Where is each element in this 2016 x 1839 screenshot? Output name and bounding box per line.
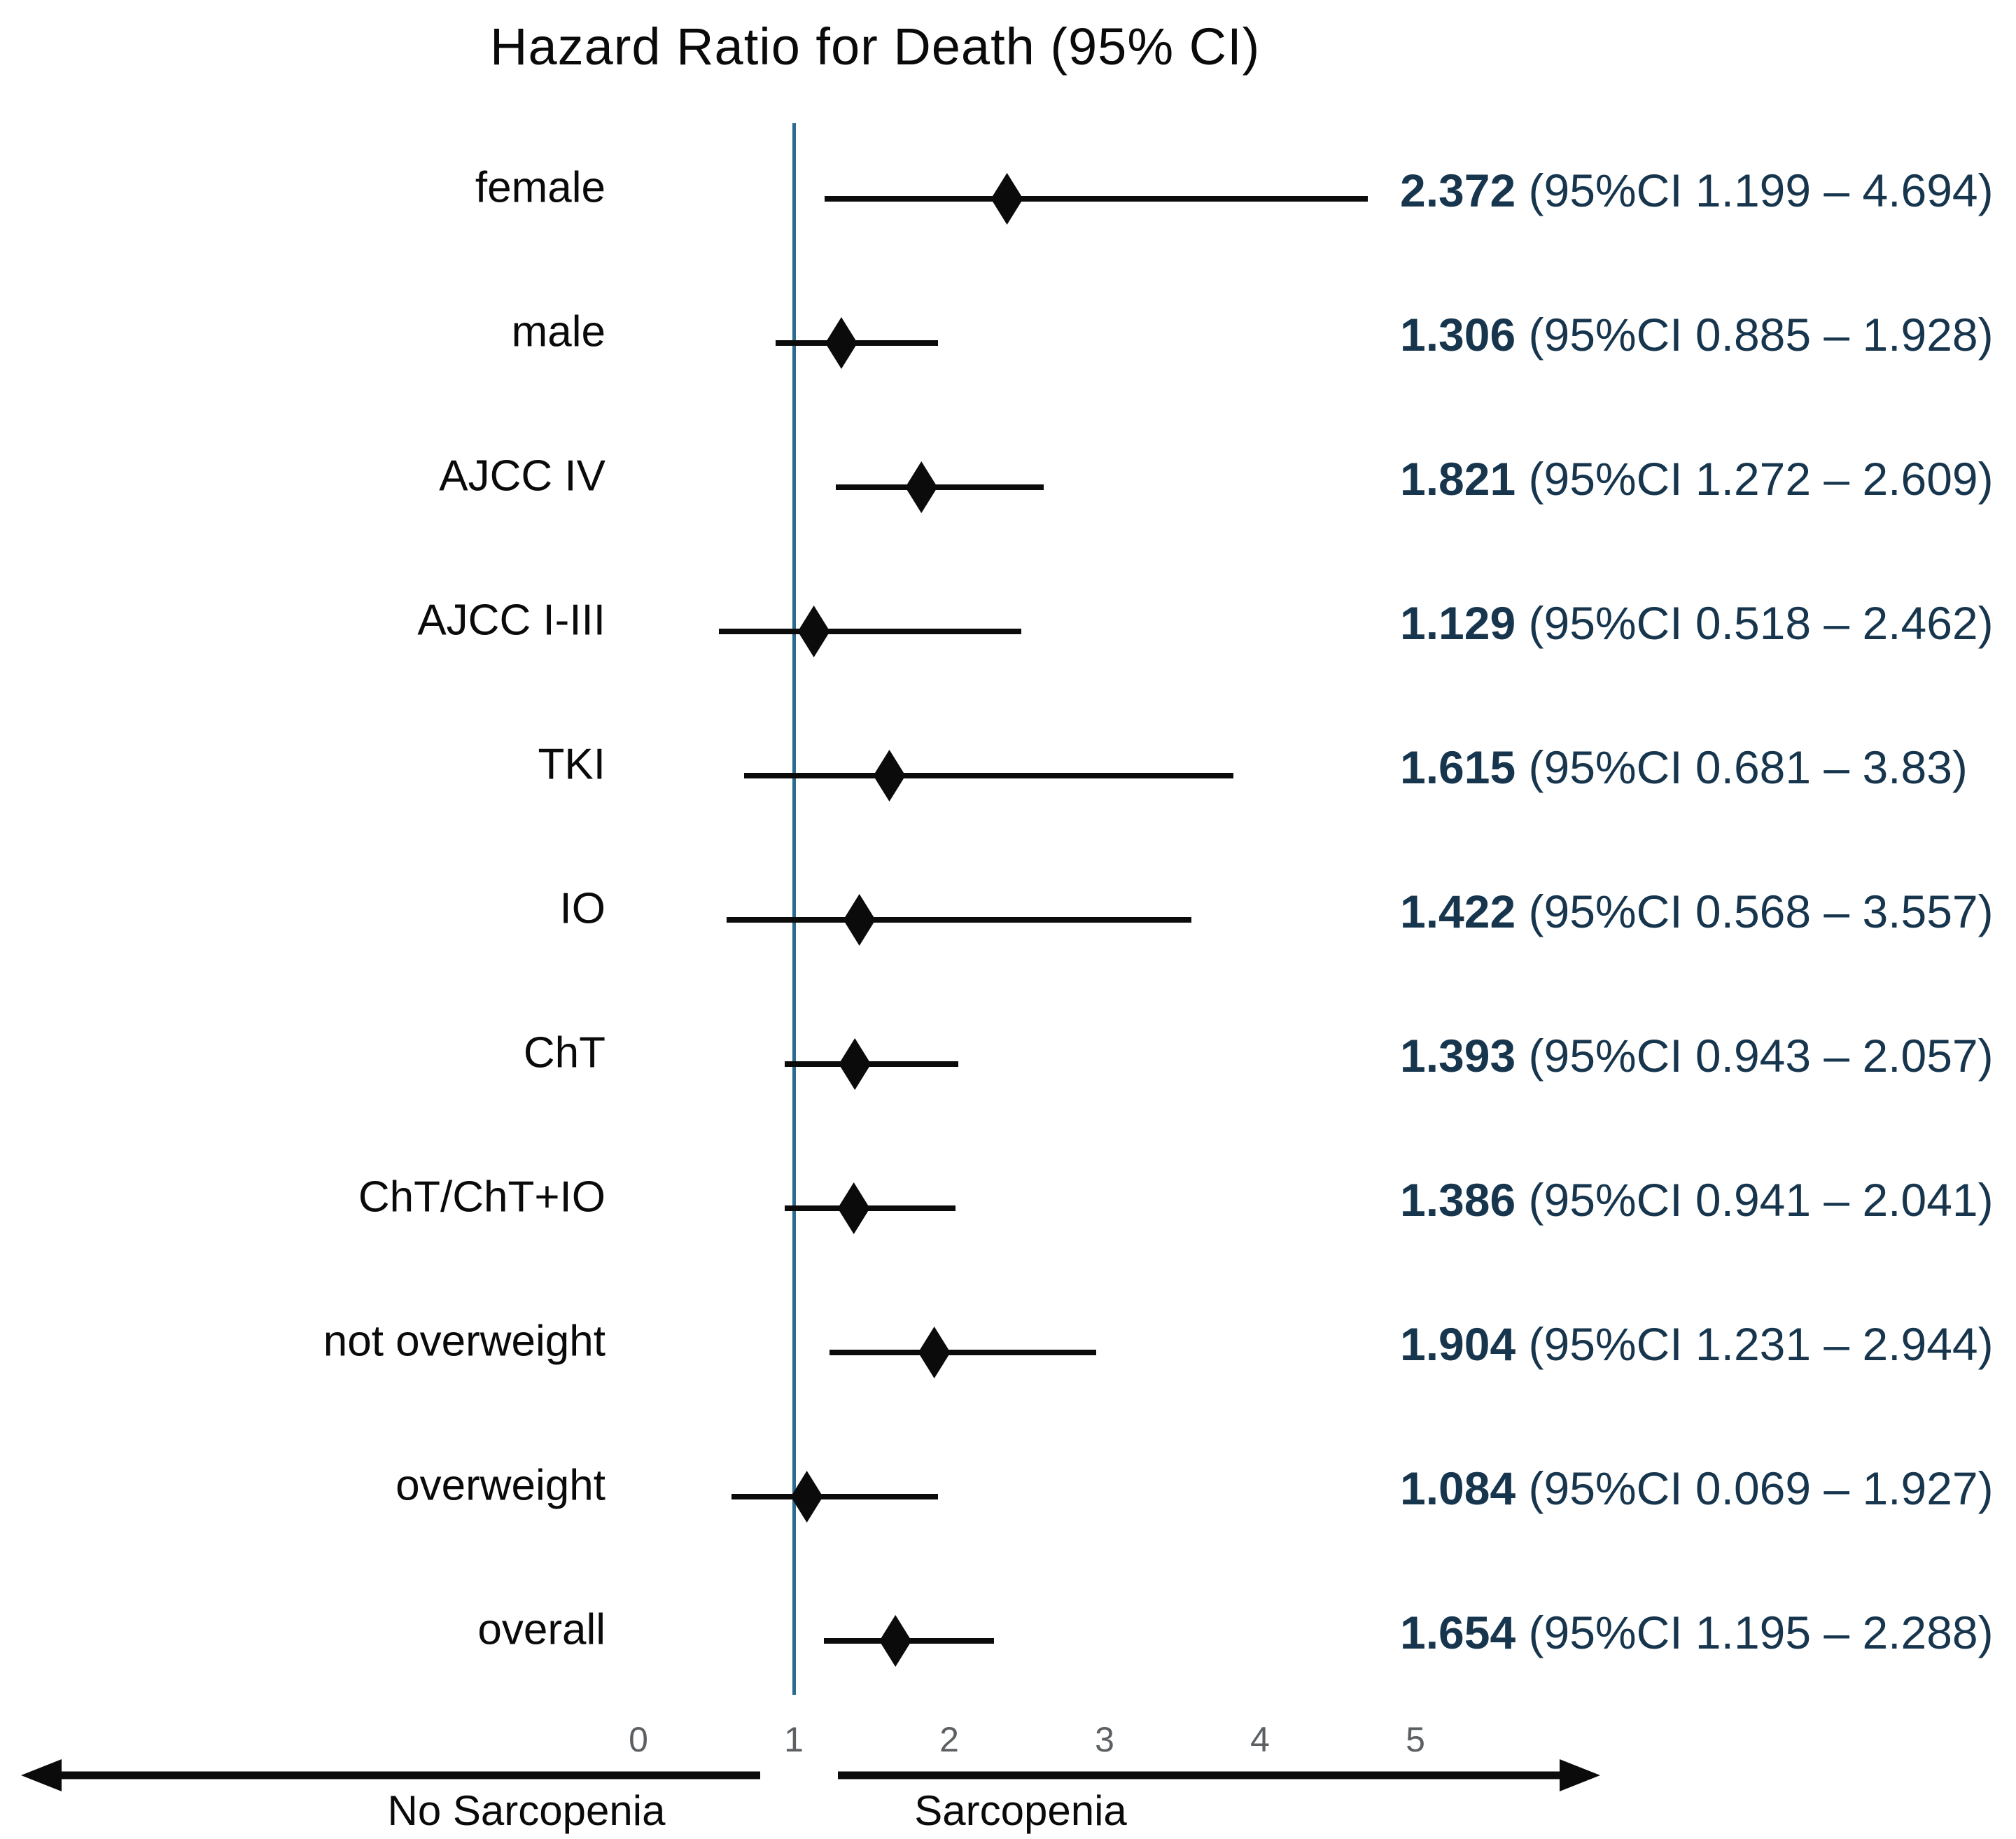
row-label-male: male [511,307,606,356]
hr-value-text: 1.904 (95%CI 1.231 – 2.944) [1400,1318,1994,1370]
ci-whisker [744,773,1234,778]
hr-value-text: 1.654 (95%CI 1.195 – 2.288) [1400,1607,1994,1658]
hr-value-text: 1.386 (95%CI 0.941 – 2.041) [1400,1174,1994,1226]
hr-value-text: 1.615 (95%CI 0.681 – 3.83) [1400,741,1968,793]
x-tick-2: 2 [939,1720,959,1759]
row-label-overall: overall [477,1605,606,1654]
hr-point-diamond [843,894,876,946]
ci-whisker [830,1350,1096,1355]
hr-point-diamond [873,750,906,802]
reference-line-hr1 [792,123,796,1695]
no-sarcopenia-arrow-head [21,1759,62,1791]
row-label-tki: TKI [538,740,606,789]
ci-whisker [785,1061,958,1067]
no-sarcopenia-arrow-shaft [56,1771,760,1779]
chart-title: Hazard Ratio for Death (95% CI) [490,18,1261,76]
row-label-female: female [475,163,606,212]
row-label-cht-cht-io: ChT/ChT+IO [358,1173,606,1222]
hr-point-diamond [837,1182,870,1234]
row-label-ajcc-i-iii: AJCC I-III [417,596,606,645]
hr-point-diamond [990,173,1023,225]
sarcopenia-arrow-head [1560,1759,1600,1791]
hr-point-diamond [839,1038,872,1090]
hr-point-diamond [797,606,830,657]
ci-whisker [718,629,1021,634]
hr-value-text: 1.821 (95%CI 1.272 – 2.609) [1400,453,1994,505]
x-tick-3: 3 [1095,1720,1114,1759]
hr-point-diamond [879,1615,912,1667]
axis-label-no-sarcopenia: No Sarcopenia [387,1787,666,1834]
x-tick-4: 4 [1250,1720,1270,1759]
x-tick-1: 1 [784,1720,804,1759]
hr-point-diamond [825,317,858,369]
axis-label-sarcopenia: Sarcopenia [914,1787,1127,1834]
hr-value-text: 1.306 (95%CI 0.885 – 1.928) [1400,309,1994,361]
x-tick-5: 5 [1406,1720,1425,1759]
row-label-overweight: overweight [396,1461,606,1510]
hr-value-text: 1.129 (95%CI 0.518 – 2.462) [1400,597,1994,649]
row-label-not-overweight: not overweight [323,1317,606,1366]
hr-value-text: 2.372 (95%CI 1.199 – 4.694) [1400,165,1994,216]
row-label-cht: ChT [523,1028,606,1077]
hr-point-diamond [918,1327,951,1378]
sarcopenia-arrow-shaft [838,1771,1561,1779]
ci-whisker [732,1494,938,1499]
hr-value-text: 1.422 (95%CI 0.568 – 3.557) [1400,886,1994,937]
ci-whisker [784,1205,956,1211]
row-label-io: IO [559,884,606,933]
ci-whisker [727,917,1191,923]
hr-point-diamond [905,461,938,513]
ci-whisker [836,484,1044,490]
ci-whisker [825,196,1368,202]
hr-value-text: 1.084 (95%CI 0.069 – 1.927) [1400,1462,1994,1514]
row-label-ajcc-iv: AJCC IV [439,452,606,501]
x-tick-0: 0 [629,1720,648,1759]
hr-value-text: 1.393 (95%CI 0.943 – 2.057) [1400,1030,1994,1082]
